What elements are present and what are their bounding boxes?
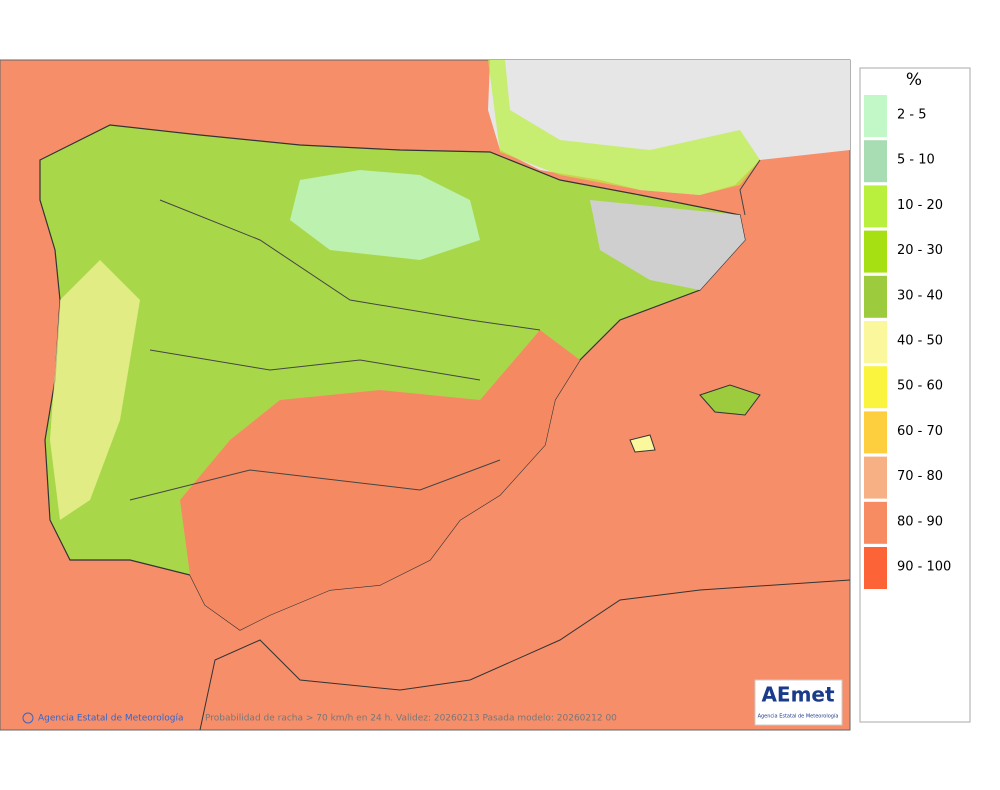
logo-subtitle: Agencia Estatal de Meteorología (758, 713, 839, 720)
borders (129, 159, 761, 501)
zone-high (180, 330, 580, 630)
legend-swatch (864, 275, 887, 318)
legend-label: 30 - 40 (897, 288, 943, 303)
legend-swatch (864, 185, 887, 228)
legend-label: 10 - 20 (897, 198, 943, 213)
ibiza (629, 434, 656, 453)
legend-label: 50 - 60 (897, 379, 943, 394)
legend-label: 5 - 10 (897, 153, 935, 168)
legend-swatch (864, 456, 887, 499)
logo-name: AEmet (761, 683, 835, 707)
legend-unit: % (906, 70, 922, 90)
copyright-icon (22, 712, 34, 724)
legend-swatch (864, 501, 887, 544)
pyrenees-grey (590, 200, 745, 290)
legend-swatch (864, 411, 887, 454)
logo-box (754, 679, 843, 726)
legend-label: 20 - 30 (897, 243, 943, 258)
legend-swatch (864, 230, 887, 273)
legend-swatch (864, 140, 887, 183)
legend-swatch (864, 321, 887, 363)
legend-swatch (864, 366, 887, 409)
caption: Probabilidad de racha > 70 km/h en 24 h.… (205, 714, 617, 724)
legend-label: 90 - 100 (897, 560, 951, 575)
credit: Agencia Estatal de Meteorología Probabil… (22, 712, 617, 724)
logo: AEmet Agencia Estatal de Meteorología (754, 679, 843, 726)
legend-label: 40 - 50 (897, 334, 943, 349)
map (0, 59, 851, 731)
mallorca (699, 384, 761, 416)
zone-mid (50, 260, 140, 520)
france-coast (488, 60, 760, 195)
legend-label: 70 - 80 (897, 469, 943, 484)
legend-label: 2 - 5 (897, 108, 927, 123)
zone-low (290, 170, 480, 260)
legend-swatch (864, 547, 887, 589)
legend-swatch (864, 95, 887, 137)
credit-text: Agencia Estatal de Meteorología (38, 714, 184, 724)
legend: % 2 - 5 5 - 10 10 - 20 20 - 30 30 - 40 40 - 5… (859, 67, 971, 723)
legend-label: 80 - 90 (897, 514, 943, 529)
legend-label: 60 - 70 (897, 424, 943, 439)
africa-coast (199, 579, 851, 731)
